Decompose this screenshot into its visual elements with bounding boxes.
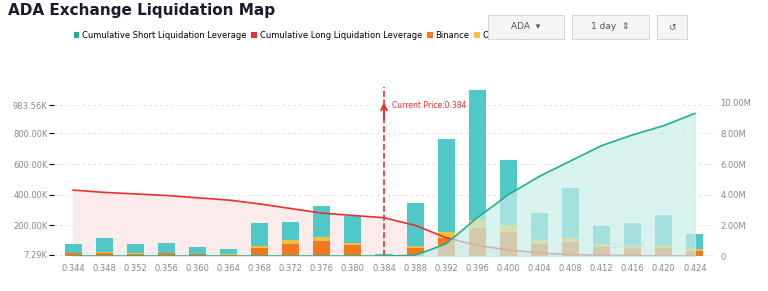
Bar bbox=[687, 234, 703, 249]
Bar bbox=[687, 251, 703, 256]
Bar bbox=[468, 228, 486, 256]
Bar bbox=[624, 223, 641, 246]
Bar bbox=[468, 90, 486, 220]
Bar bbox=[344, 217, 362, 243]
Bar bbox=[593, 226, 610, 244]
Bar bbox=[313, 241, 330, 256]
Bar bbox=[220, 254, 237, 255]
Text: ↺: ↺ bbox=[668, 22, 676, 31]
Bar bbox=[655, 215, 672, 245]
Bar bbox=[376, 254, 392, 255]
Bar bbox=[344, 245, 362, 256]
Bar bbox=[562, 242, 579, 256]
Bar bbox=[282, 240, 300, 244]
Bar bbox=[251, 223, 268, 246]
Bar bbox=[624, 249, 641, 256]
Bar bbox=[158, 253, 175, 256]
Bar bbox=[220, 249, 237, 254]
Bar bbox=[562, 238, 579, 242]
Bar bbox=[500, 160, 517, 225]
Bar bbox=[189, 247, 206, 254]
Bar bbox=[158, 243, 175, 253]
Bar bbox=[96, 252, 113, 253]
Bar bbox=[655, 248, 672, 256]
Bar bbox=[500, 232, 517, 256]
Bar bbox=[189, 254, 206, 256]
Bar bbox=[282, 244, 300, 256]
Bar bbox=[593, 247, 610, 256]
Bar bbox=[96, 238, 113, 252]
Bar bbox=[127, 253, 144, 254]
Legend: Cumulative Short Liquidation Leverage, Cumulative Long Liquidation Leverage, Bin: Cumulative Short Liquidation Leverage, C… bbox=[70, 27, 539, 43]
Text: ADA Exchange Liquidation Map: ADA Exchange Liquidation Map bbox=[8, 3, 275, 18]
Bar bbox=[282, 222, 300, 240]
Bar bbox=[438, 232, 455, 238]
Bar bbox=[406, 246, 424, 249]
Text: coinglass: coinglass bbox=[609, 241, 645, 250]
Bar bbox=[406, 203, 424, 246]
Bar bbox=[500, 225, 517, 232]
Bar bbox=[251, 246, 268, 248]
Bar bbox=[313, 206, 330, 237]
Bar bbox=[531, 244, 548, 256]
Bar bbox=[127, 254, 144, 256]
Bar bbox=[344, 243, 362, 245]
Bar bbox=[438, 139, 455, 232]
Bar bbox=[624, 246, 641, 249]
Bar bbox=[687, 249, 703, 251]
Text: Current Price:0.384: Current Price:0.384 bbox=[392, 101, 466, 110]
Bar bbox=[220, 255, 237, 256]
Bar bbox=[531, 240, 548, 244]
Bar bbox=[251, 248, 268, 256]
Bar bbox=[96, 253, 113, 256]
Bar bbox=[313, 237, 330, 241]
Bar bbox=[65, 244, 81, 253]
Bar bbox=[406, 249, 424, 256]
Bar bbox=[127, 244, 144, 253]
Text: ADA  ▾: ADA ▾ bbox=[511, 22, 541, 31]
Bar bbox=[438, 238, 455, 256]
Bar bbox=[593, 244, 610, 247]
Bar bbox=[562, 188, 579, 238]
Bar bbox=[65, 253, 81, 256]
Bar bbox=[531, 213, 548, 240]
Bar bbox=[468, 220, 486, 228]
Bar bbox=[655, 245, 672, 248]
Text: 1 day  ⇕: 1 day ⇕ bbox=[591, 22, 630, 31]
Bar bbox=[376, 255, 392, 256]
